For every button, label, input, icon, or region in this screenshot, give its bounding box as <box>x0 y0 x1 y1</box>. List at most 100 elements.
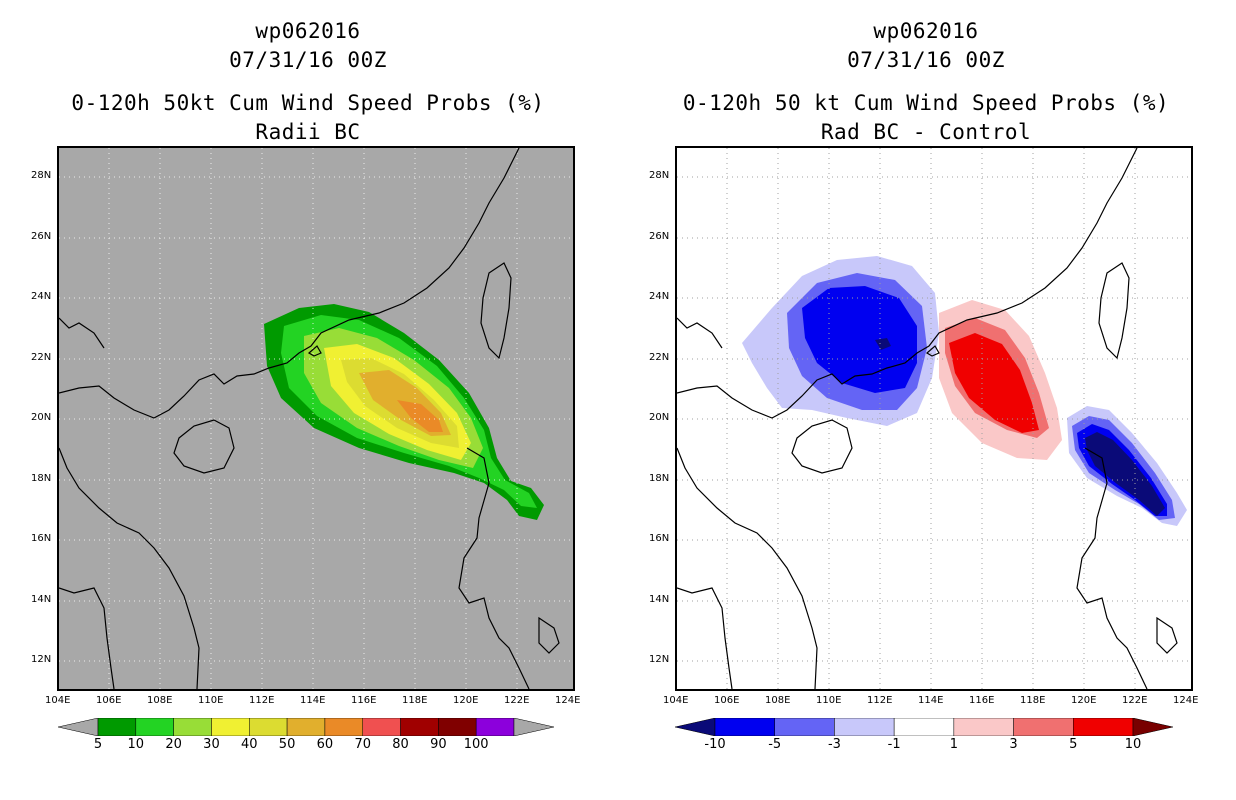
colorbar-high-arrow <box>513 718 554 736</box>
lat-tick-label: 28N <box>649 170 670 181</box>
right-coastlines <box>677 148 1178 689</box>
colorbar-tick-label: 90 <box>430 737 447 752</box>
right-colorbar <box>675 718 1173 736</box>
colorbar-tick-label: 5 <box>93 737 103 752</box>
right-difference-map <box>675 146 1193 691</box>
colorbar-tick-label: -10 <box>704 737 726 752</box>
colorbar-swatch <box>324 718 363 736</box>
lat-tick-label: 26N <box>649 231 670 242</box>
right-datetime: 07/31/16 00Z <box>847 48 1005 72</box>
colorbar-low-arrow <box>58 718 99 736</box>
colorbar-tick-label: 1 <box>949 737 958 752</box>
right-gridlines <box>677 148 1191 689</box>
diff-contour-neg10-west <box>875 338 891 350</box>
colorbar-tick-label: 60 <box>316 737 334 752</box>
left-coastlines <box>59 148 560 689</box>
lon-tick-label: 116E <box>969 695 995 706</box>
diff-contour-neg10-east <box>1085 432 1165 516</box>
colorbar-swatch <box>1073 718 1134 736</box>
colorbar-swatch <box>1013 718 1074 736</box>
colorbar-tick-label: 5 <box>1069 737 1078 752</box>
colorbar-swatch <box>249 718 288 736</box>
colorbar-swatch <box>774 718 835 736</box>
colorbar-tick-label: 3 <box>1009 737 1018 752</box>
left-subtitle: Radii BC <box>255 120 361 144</box>
lon-tick-label: 122E <box>504 695 530 706</box>
lon-tick-label: 124E <box>555 695 581 706</box>
colorbar-swatch <box>953 718 1014 736</box>
lat-tick-label: 28N <box>31 170 52 181</box>
left-map-canvas <box>59 148 573 689</box>
lon-tick-label: 104E <box>45 695 71 706</box>
lon-tick-label: 120E <box>453 695 479 706</box>
lon-tick-label: 118E <box>1020 695 1046 706</box>
lon-tick-label: 108E <box>765 695 791 706</box>
lon-tick-label: 118E <box>402 695 428 706</box>
colorbar-swatch <box>400 718 439 736</box>
lat-tick-label: 20N <box>31 412 52 423</box>
colorbar-swatch <box>834 718 895 736</box>
right-map-canvas <box>677 148 1191 689</box>
colorbar-swatch <box>173 718 212 736</box>
lat-tick-label: 18N <box>649 473 670 484</box>
lon-tick-label: 110E <box>816 695 842 706</box>
colorbar-swatch <box>135 718 174 736</box>
lat-tick-label: 16N <box>31 533 52 544</box>
prob-contour-60 <box>397 400 443 432</box>
lon-tick-label: 114E <box>918 695 944 706</box>
colorbar-tick-label: 100 <box>463 737 489 752</box>
lon-tick-label: 108E <box>147 695 173 706</box>
colorbar-tick-label: -3 <box>827 737 841 752</box>
lon-tick-label: 106E <box>714 695 740 706</box>
lat-tick-label: 12N <box>31 654 52 665</box>
colorbar-tick-label: 20 <box>165 737 182 752</box>
left-colorbar <box>58 718 554 736</box>
colorbar-high-arrow <box>1132 718 1173 736</box>
diff-contour-neg5-west <box>802 286 917 393</box>
colorbar-tick-label: 50 <box>278 737 296 752</box>
colorbar-swatch <box>714 718 775 736</box>
lon-tick-label: 106E <box>96 695 122 706</box>
lon-tick-label: 112E <box>867 695 893 706</box>
lon-tick-label: 104E <box>663 695 689 706</box>
colorbar-tick-label: 70 <box>354 737 371 752</box>
lon-tick-label: 124E <box>1173 695 1199 706</box>
left-product-title: 0-120h 50kt Cum Wind Speed Probs (%) <box>71 91 545 115</box>
colorbar-tick-label: 80 <box>392 737 409 752</box>
left-probability-map <box>57 146 575 691</box>
lat-tick-label: 22N <box>649 352 670 363</box>
colorbar-tick-label: 10 <box>127 737 145 752</box>
lon-tick-label: 112E <box>249 695 275 706</box>
lon-tick-label: 116E <box>351 695 377 706</box>
lat-tick-label: 24N <box>649 291 670 302</box>
lat-tick-label: 14N <box>649 594 670 605</box>
right-product-title: 0-120h 50 kt Cum Wind Speed Probs (%) <box>682 91 1170 115</box>
colorbar-low-arrow <box>675 718 716 736</box>
left-datetime: 07/31/16 00Z <box>229 48 387 72</box>
lat-tick-label: 14N <box>31 594 52 605</box>
right-subtitle: Rad BC - Control <box>820 120 1032 144</box>
colorbar-swatch <box>97 718 137 736</box>
lat-tick-label: 22N <box>31 352 52 363</box>
left-gridlines <box>59 148 573 689</box>
lat-tick-label: 12N <box>649 654 670 665</box>
colorbar-tick-label: -1 <box>887 737 901 752</box>
diff-contour-pos5 <box>949 333 1039 433</box>
lon-tick-label: 122E <box>1122 695 1148 706</box>
colorbar-swatch <box>362 718 401 736</box>
lat-tick-label: 18N <box>31 473 52 484</box>
colorbar-swatch <box>438 718 477 736</box>
lat-tick-label: 16N <box>649 533 670 544</box>
lat-tick-label: 20N <box>649 412 670 423</box>
left-storm-id: wp062016 <box>255 19 361 43</box>
lon-tick-label: 110E <box>198 695 224 706</box>
lat-tick-label: 26N <box>31 231 52 242</box>
colorbar-tick-label: 10 <box>1124 737 1142 752</box>
right-storm-id: wp062016 <box>873 19 979 43</box>
colorbar-tick-label: 30 <box>203 737 220 752</box>
colorbar-swatch <box>211 718 250 736</box>
colorbar-swatch <box>286 718 326 736</box>
colorbar-swatch <box>475 718 515 736</box>
lon-tick-label: 114E <box>300 695 326 706</box>
lon-tick-label: 120E <box>1071 695 1097 706</box>
